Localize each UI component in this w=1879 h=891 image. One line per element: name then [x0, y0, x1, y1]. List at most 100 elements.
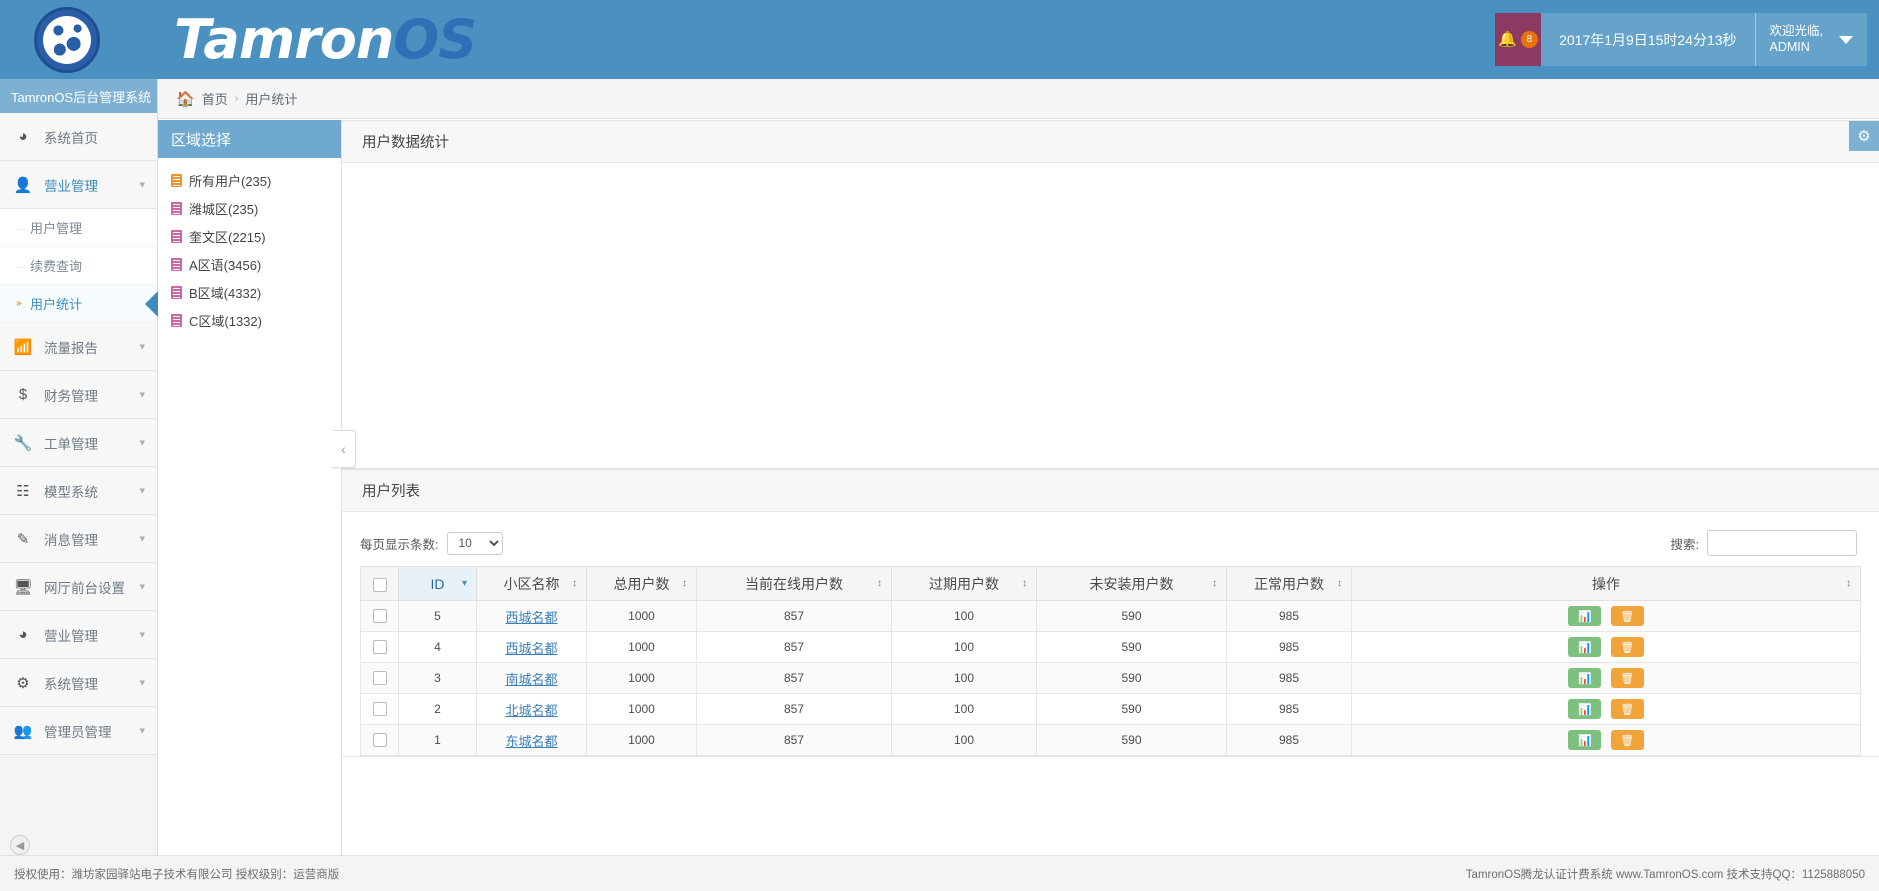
chart-bar-icon[interactable]: 📊 [1568, 606, 1602, 626]
sidebar: TamronOS后台管理系统 ◕ 系统首页 👤 营业管理 ▾ … 用户管理 … … [0, 79, 158, 891]
footer-support-text: TamronOS腾龙认证计费系统 www.TamronOS.com 技术支持QQ… [1465, 868, 1865, 881]
chevron-down-icon: ▾ [139, 629, 145, 641]
column-label: 过期用户数 [929, 575, 999, 592]
chevron-down-icon: ▾ [139, 437, 145, 449]
column-total[interactable]: 总用户数 ↕ [586, 566, 697, 601]
chart-bar-icon[interactable]: 📊 [1568, 730, 1602, 750]
cell-uninstalled: 590 [1036, 693, 1227, 725]
sidebar-item-business-2[interactable]: ◕ 营业管理 ▾ [0, 611, 157, 659]
sidebar-item-business[interactable]: 👤 营业管理 ▾ [0, 161, 157, 209]
search-input[interactable] [1707, 530, 1857, 556]
row-checkbox[interactable] [372, 671, 387, 686]
notification-badge: 8 [1520, 31, 1538, 48]
community-link[interactable]: 东城名都 [505, 733, 558, 749]
notifications-button[interactable]: 🔔 8 [1495, 13, 1542, 66]
column-uninstalled[interactable]: 未安装用户数 ↕ [1036, 566, 1227, 601]
row-checkbox[interactable] [372, 733, 387, 748]
list-icon [171, 257, 182, 271]
cell-uninstalled: 590 [1036, 600, 1227, 632]
trash-icon[interactable]: 🗑 [1610, 668, 1644, 688]
trash-icon[interactable]: 🗑 [1610, 699, 1644, 719]
chevron-down-icon: ▾ [139, 725, 145, 737]
chart-bar-icon[interactable]: 📊 [1568, 699, 1602, 719]
cell-actions: 📊 🗑 [1351, 662, 1861, 694]
sort-icon: ↕ [682, 577, 687, 589]
region-item-c[interactable]: C区域(1332) [158, 306, 341, 334]
chart-bar-icon[interactable]: 📊 [1568, 637, 1602, 657]
community-link[interactable]: 南城名都 [505, 671, 558, 687]
table-header-row: ID ▾ 小区名称 ↕ 总用户数 ↕ 当前在线用户数 ↕ [360, 566, 1861, 601]
region-panel-toggle[interactable]: ‹ [332, 430, 356, 468]
page-title: 用户数据统计 [362, 135, 449, 151]
sidebar-item-admin[interactable]: 👥 管理员管理 ▾ [0, 707, 157, 755]
sidebar-item-message[interactable]: ✎ 消息管理 ▾ [0, 515, 157, 563]
row-checkbox[interactable] [372, 702, 387, 717]
row-select-cell[interactable] [360, 693, 399, 725]
sidebar-item-model-system[interactable]: ☷ 模型系统 ▾ [0, 467, 157, 515]
sidebar-submenu: … 用户管理 … 续费查询 » 用户统计 [0, 209, 157, 323]
row-select-cell[interactable] [360, 631, 399, 663]
sidebar-item-renewal-query[interactable]: … 续费查询 [0, 247, 157, 285]
home-icon[interactable]: 🏠 [176, 90, 195, 108]
sidebar-item-label: 工单管理 [44, 436, 98, 452]
column-name[interactable]: 小区名称 ↕ [476, 566, 587, 601]
sidebar-item-traffic-report[interactable]: 📶 流量报告 ▾ [0, 323, 157, 371]
column-label: 当前在线用户数 [745, 575, 843, 592]
cell-normal: 985 [1226, 693, 1352, 725]
sort-icon: ↕ [1022, 577, 1027, 589]
region-item-kuiwen[interactable]: 奎文区(2215) [158, 222, 341, 250]
cell-uninstalled: 590 [1036, 662, 1227, 694]
globe-icon [34, 6, 100, 73]
sidebar-item-home[interactable]: ◕ 系统首页 [0, 113, 157, 161]
column-online[interactable]: 当前在线用户数 ↕ [696, 566, 892, 601]
user-table: ID ▾ 小区名称 ↕ 总用户数 ↕ 当前在线用户数 ↕ [360, 566, 1861, 756]
brand-name-dark: OS [393, 8, 477, 71]
row-checkbox[interactable] [372, 609, 387, 624]
sidebar-item-portal-settings[interactable]: 🖥 网厅前台设置 ▾ [0, 563, 157, 611]
table-row[interactable]: 2 北城名都 1000 857 100 590 985 📊 🗑 [360, 693, 1861, 725]
sidebar-item-finance[interactable]: $ 财务管理 ▾ [0, 371, 157, 419]
community-link[interactable]: 西城名都 [505, 640, 558, 656]
sidebar-subitem-label: 用户管理 [30, 221, 83, 236]
user-menu[interactable]: 欢迎光临, ADMIN [1755, 13, 1867, 66]
row-select-cell[interactable] [360, 662, 399, 694]
column-normal[interactable]: 正常用户数 ↕ [1226, 566, 1352, 601]
column-label: 操作 [1592, 575, 1620, 592]
community-link[interactable]: 北城名都 [505, 702, 558, 718]
sidebar-item-user-statistics[interactable]: » 用户统计 [0, 285, 157, 323]
gear-icon[interactable]: ⚙ [1849, 121, 1879, 151]
trash-icon[interactable]: 🗑 [1610, 637, 1644, 657]
sidebar-item-system[interactable]: ⚙ 系统管理 ▾ [0, 659, 157, 707]
chart-bar-icon[interactable]: 📊 [1568, 668, 1602, 688]
table-row[interactable]: 5 西城名都 1000 857 100 590 985 📊 🗑 [360, 600, 1861, 632]
sidebar-collapse-button[interactable]: ◀ [10, 835, 30, 855]
sort-icon: ↕ [572, 577, 577, 589]
column-id[interactable]: ID ▾ [398, 566, 477, 601]
table-row[interactable]: 1 东城名都 1000 857 100 590 985 📊 🗑 [360, 724, 1861, 756]
sidebar-item-workorder[interactable]: 🔧 工单管理 ▾ [0, 419, 157, 467]
brand-title: TamronOS [174, 8, 477, 71]
sidebar-item-user-management[interactable]: … 用户管理 [0, 209, 157, 247]
region-item-all[interactable]: 所有用户(235) [158, 166, 341, 194]
region-item-b[interactable]: B区域(4332) [158, 278, 341, 306]
community-link[interactable]: 西城名都 [505, 609, 558, 625]
select-all-checkbox[interactable] [372, 577, 387, 592]
table-row[interactable]: 4 西城名都 1000 857 100 590 985 📊 🗑 [360, 631, 1861, 663]
trash-icon[interactable]: 🗑 [1610, 730, 1644, 750]
region-item-a[interactable]: A区语(3456) [158, 250, 341, 278]
cell-total: 1000 [586, 662, 697, 694]
cell-expired: 100 [891, 600, 1037, 632]
column-label: 小区名称 [503, 575, 560, 592]
logo[interactable] [0, 0, 190, 79]
entries-select[interactable]: 10 25 50 100 [447, 531, 504, 555]
row-checkbox[interactable] [372, 640, 387, 655]
column-expired[interactable]: 过期用户数 ↕ [891, 566, 1037, 601]
column-select-all[interactable] [360, 566, 399, 601]
table-row[interactable]: 3 南城名都 1000 857 100 590 985 📊 🗑 [360, 662, 1861, 694]
region-item-weicheng[interactable]: 潍城区(235) [158, 194, 341, 222]
row-select-cell[interactable] [360, 600, 399, 632]
trash-icon[interactable]: 🗑 [1610, 606, 1644, 626]
column-actions[interactable]: 操作 ↕ [1351, 566, 1861, 601]
breadcrumb-item-home[interactable]: 首页 [201, 92, 228, 107]
row-select-cell[interactable] [360, 724, 399, 756]
